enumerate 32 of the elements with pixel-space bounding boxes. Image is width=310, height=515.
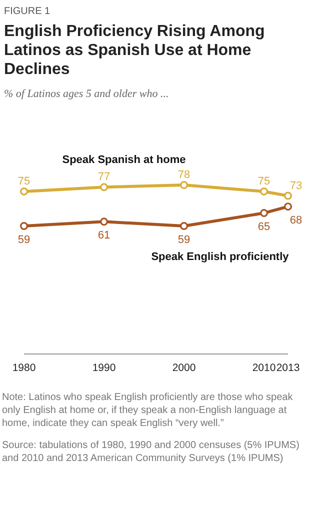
x-tick-label: 1990 xyxy=(92,362,116,374)
x-tick-label: 1980 xyxy=(12,362,36,374)
caption: FIGURE 1 xyxy=(4,6,51,17)
source-note: Source: tabulations of 1980, 1990 and 2000 censuses (5% IPUMS) and 2010 and 2013 American Community Surveys (1% IPUMS) xyxy=(2,440,300,464)
data-label: 78 xyxy=(178,169,190,181)
data-label: 68 xyxy=(290,214,302,227)
point xyxy=(260,187,268,196)
series-label: Speak Spanish at home xyxy=(62,154,186,166)
text: Note: Latinos who speak English proficiently are those who speak only English at home or, if they speak a non-English language at home, indicate they can speak English “very well.” xyxy=(2,392,294,429)
chart-subtitle: % of Latinos ages 5 and older who ... xyxy=(4,88,169,100)
text: Speak English proficiently xyxy=(151,251,290,263)
data-label: 77 xyxy=(98,171,110,184)
data-label: 73 xyxy=(290,180,302,192)
data-label: 59 xyxy=(178,234,190,246)
point xyxy=(100,218,108,226)
point xyxy=(260,209,268,218)
data-label: 61 xyxy=(98,230,110,242)
point xyxy=(284,202,292,211)
data-label: 59 xyxy=(18,234,30,246)
point xyxy=(180,181,188,189)
point xyxy=(100,183,108,192)
point xyxy=(20,187,28,196)
point xyxy=(180,222,188,230)
point xyxy=(20,222,28,230)
data-label: 75 xyxy=(18,175,30,188)
x-tick-label: 2013 xyxy=(276,362,300,374)
chart-title: English Proficiency Rising Among Latinos as Spanish Use at Home Declines xyxy=(4,23,265,78)
x-tick-label: 2010 xyxy=(252,362,276,374)
point xyxy=(284,192,292,200)
data-label: 75 xyxy=(258,175,270,188)
x-tick-label: 2000 xyxy=(172,362,196,374)
data-label: 65 xyxy=(258,221,270,234)
